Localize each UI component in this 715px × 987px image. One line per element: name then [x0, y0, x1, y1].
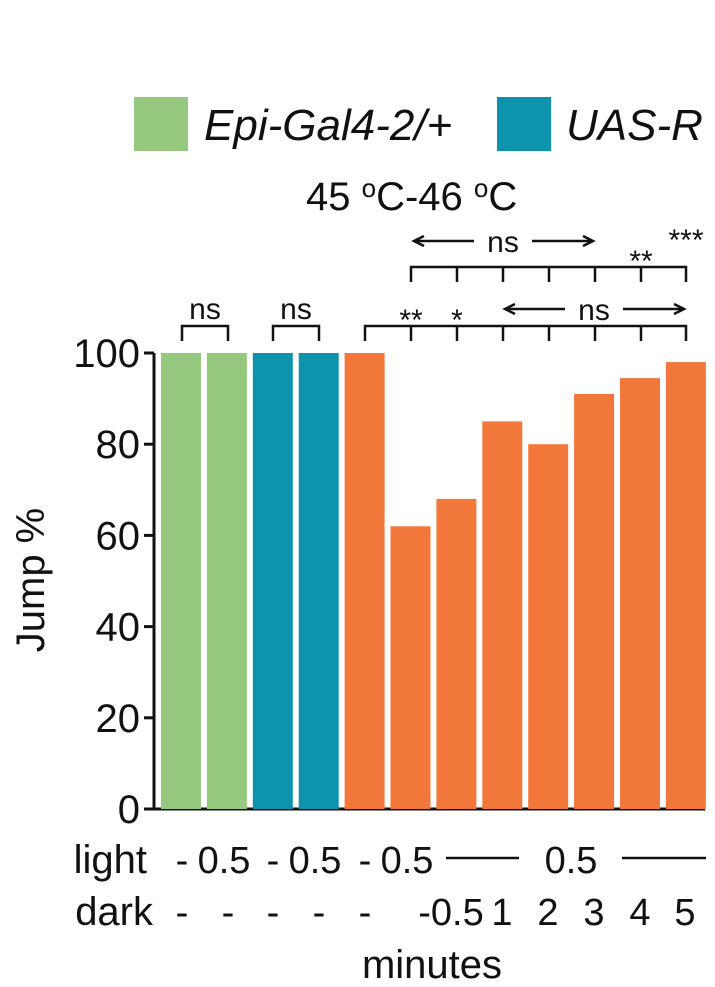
bar-4: [344, 353, 385, 809]
light-val-4: -: [359, 840, 372, 882]
bar-5: [390, 526, 431, 809]
dark-val-1: -: [222, 892, 235, 934]
y-tick-label: 40: [96, 606, 141, 650]
row-label-dark: dark: [75, 890, 154, 934]
legend-swatch-epi-gal4: [134, 97, 188, 151]
dark-val-7: 2: [537, 892, 558, 934]
bar-0: [161, 353, 201, 809]
dark-val-8: 3: [583, 892, 604, 934]
bracket-green: [180, 324, 230, 341]
sig-single-star-lower: *: [451, 304, 463, 337]
bar-2: [252, 353, 293, 809]
sig-ns-green: ns: [189, 293, 221, 326]
light-val-1: 0.5: [198, 840, 251, 882]
dark-val-10: 5: [674, 892, 695, 934]
row-label-light: light: [74, 838, 147, 882]
condition-title: 45 oC-46 oC: [306, 173, 517, 219]
y-tick-label: 20: [96, 697, 141, 741]
legend-label-epi-gal4: Epi-Gal4-2/+: [204, 101, 452, 150]
dark-val-6: 1: [491, 892, 512, 934]
sig-ns-lower: ns: [578, 294, 610, 327]
bar-10: [620, 378, 660, 809]
dark-val-0: -: [176, 892, 189, 934]
light-val-5: 0.5: [381, 840, 434, 882]
x-axis-label: minutes: [362, 943, 502, 987]
y-tick-label: 80: [96, 423, 141, 467]
bar-6: [436, 498, 477, 809]
y-ticks: 0 20 40 60 80 100: [73, 332, 154, 832]
bracket-orange-lower: [363, 324, 688, 341]
light-val-3: 0.5: [289, 840, 342, 882]
sig-double-star-lower: **: [399, 304, 423, 337]
y-tick-label: 60: [96, 514, 141, 558]
bars: [161, 353, 706, 809]
legend-swatch-uas-r: [497, 97, 551, 151]
sig-ns-teal: ns: [280, 293, 312, 326]
bar-1: [206, 353, 247, 809]
light-val-6: 0.5: [545, 840, 598, 882]
y-axis-label: Jump %: [9, 508, 53, 653]
dark-val-9: 4: [629, 892, 650, 934]
bar-7: [482, 421, 523, 809]
bar-8: [528, 444, 569, 809]
dark-val-2: -: [267, 892, 280, 934]
bar-9: [574, 394, 615, 809]
y-tick-label: 100: [73, 332, 140, 376]
dark-val-4: -: [359, 892, 372, 934]
bar-3: [298, 353, 339, 809]
dark-val-5: -0.5: [418, 892, 483, 934]
sig-triple-star-upper: ***: [668, 224, 703, 257]
bar-11: [665, 362, 706, 809]
light-val-0: -: [176, 840, 189, 882]
legend-label-uas-r: UAS-R: [566, 101, 703, 150]
y-tick-label: 0: [118, 788, 140, 832]
dark-val-3: -: [313, 892, 326, 934]
bracket-teal: [271, 324, 321, 341]
sig-ns-upper: ns: [487, 226, 519, 259]
significance-annotations: [180, 234, 688, 341]
light-val-2: -: [267, 840, 280, 882]
sig-double-star-upper: **: [629, 245, 653, 278]
